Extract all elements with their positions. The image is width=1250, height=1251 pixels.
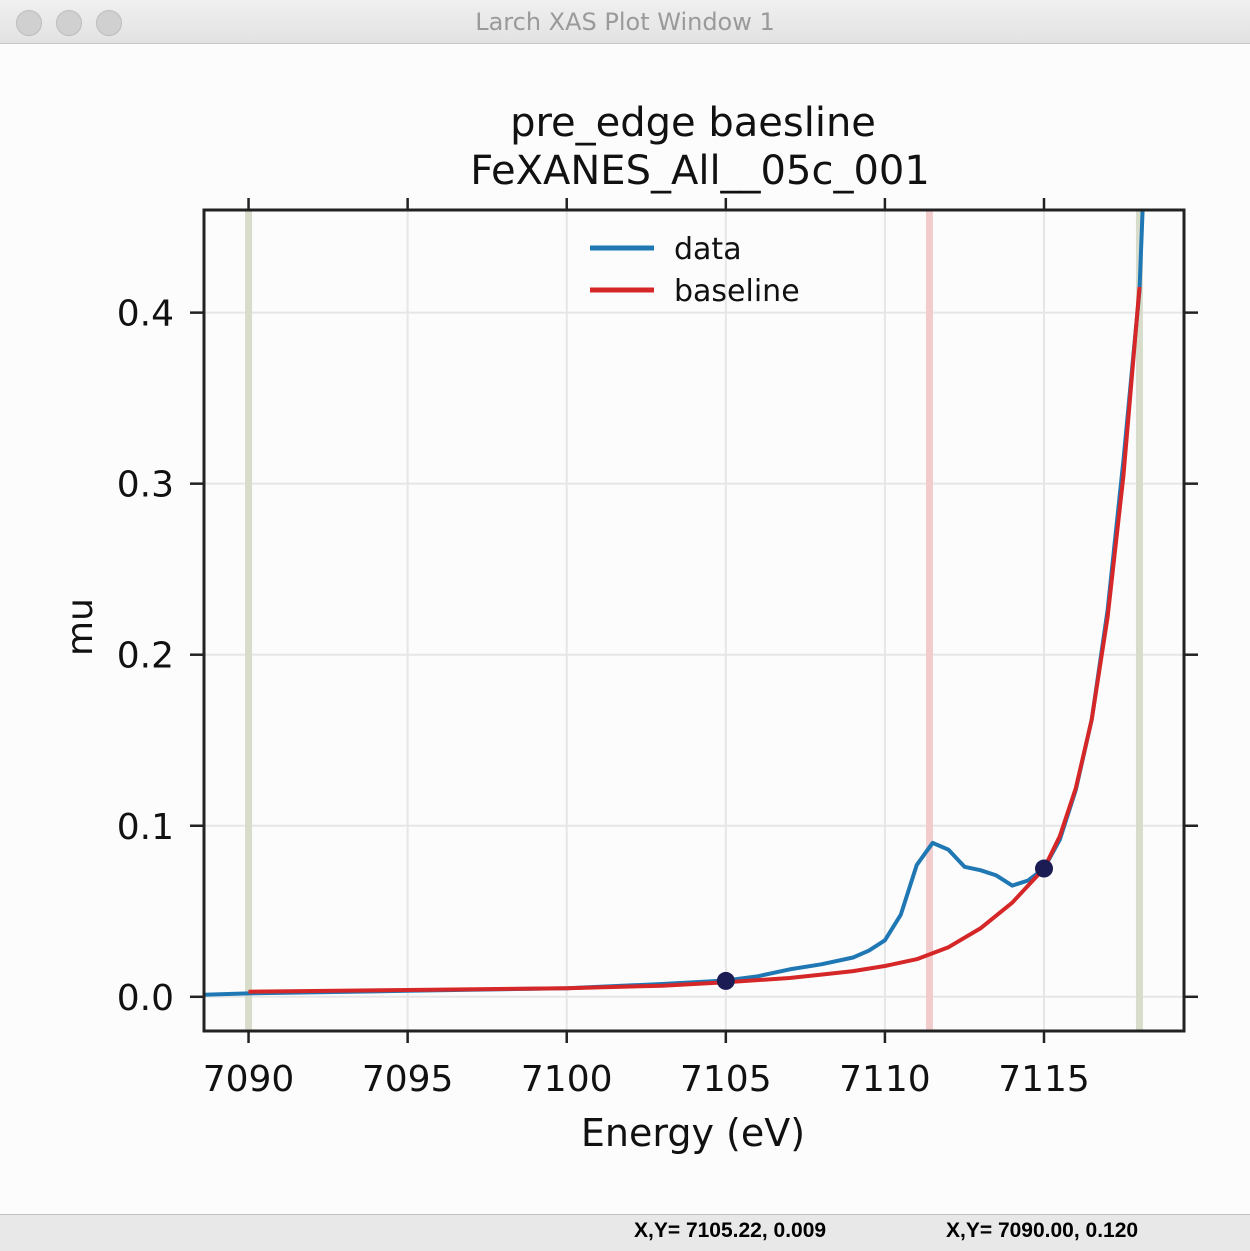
y-tick-label: 0.4 xyxy=(117,294,174,335)
legend-label-data: data xyxy=(674,232,742,267)
point-marker xyxy=(716,971,735,990)
y-tick-label: 0.2 xyxy=(117,636,174,677)
status-cursor-right: X,Y= 7090.00, 0.120 xyxy=(946,1219,1139,1242)
status-bar: X,Y= 7105.22, 0.009 X,Y= 7090.00, 0.120 xyxy=(0,1214,1250,1251)
x-tick-label: 7100 xyxy=(521,1059,613,1100)
y-tick-label: 0.0 xyxy=(117,978,174,1019)
series-line-data xyxy=(204,210,1145,997)
x-tick-label: 7110 xyxy=(839,1059,931,1100)
series-line-baseline xyxy=(248,286,1142,994)
plot-frame xyxy=(202,208,1186,1033)
window-title: Larch XAS Plot Window 1 xyxy=(475,8,775,36)
x-tick-label: 7095 xyxy=(362,1059,454,1100)
close-button[interactable] xyxy=(16,10,42,36)
chart-subtitle: FeXANES_All__05c_001 xyxy=(470,148,930,194)
x-tick-label: 7105 xyxy=(680,1059,772,1100)
window-titlebar: Larch XAS Plot Window 1 xyxy=(0,0,1250,44)
x-tick-label: 7090 xyxy=(203,1059,295,1100)
y-tick-label: 0.1 xyxy=(117,807,174,848)
status-cursor-left: X,Y= 7105.22, 0.009 xyxy=(634,1219,827,1242)
point-marker xyxy=(1035,859,1053,878)
legend-label-baseline: baseline xyxy=(674,274,800,309)
x-tick-label: 7115 xyxy=(998,1059,1090,1100)
y-tick-label: 0.3 xyxy=(117,465,174,506)
plot-canvas[interactable]: 7090 7095 7100 7105 7110 7115 0.0 0.1 0.2 0.3 0.4 p… xyxy=(0,44,1250,1214)
y-axis-label: mu xyxy=(60,598,101,656)
minimize-button[interactable] xyxy=(56,10,82,36)
chart-title: pre_edge baesline xyxy=(510,100,876,146)
zoom-button[interactable] xyxy=(96,10,122,36)
x-axis-label: Energy (eV) xyxy=(581,1111,805,1155)
